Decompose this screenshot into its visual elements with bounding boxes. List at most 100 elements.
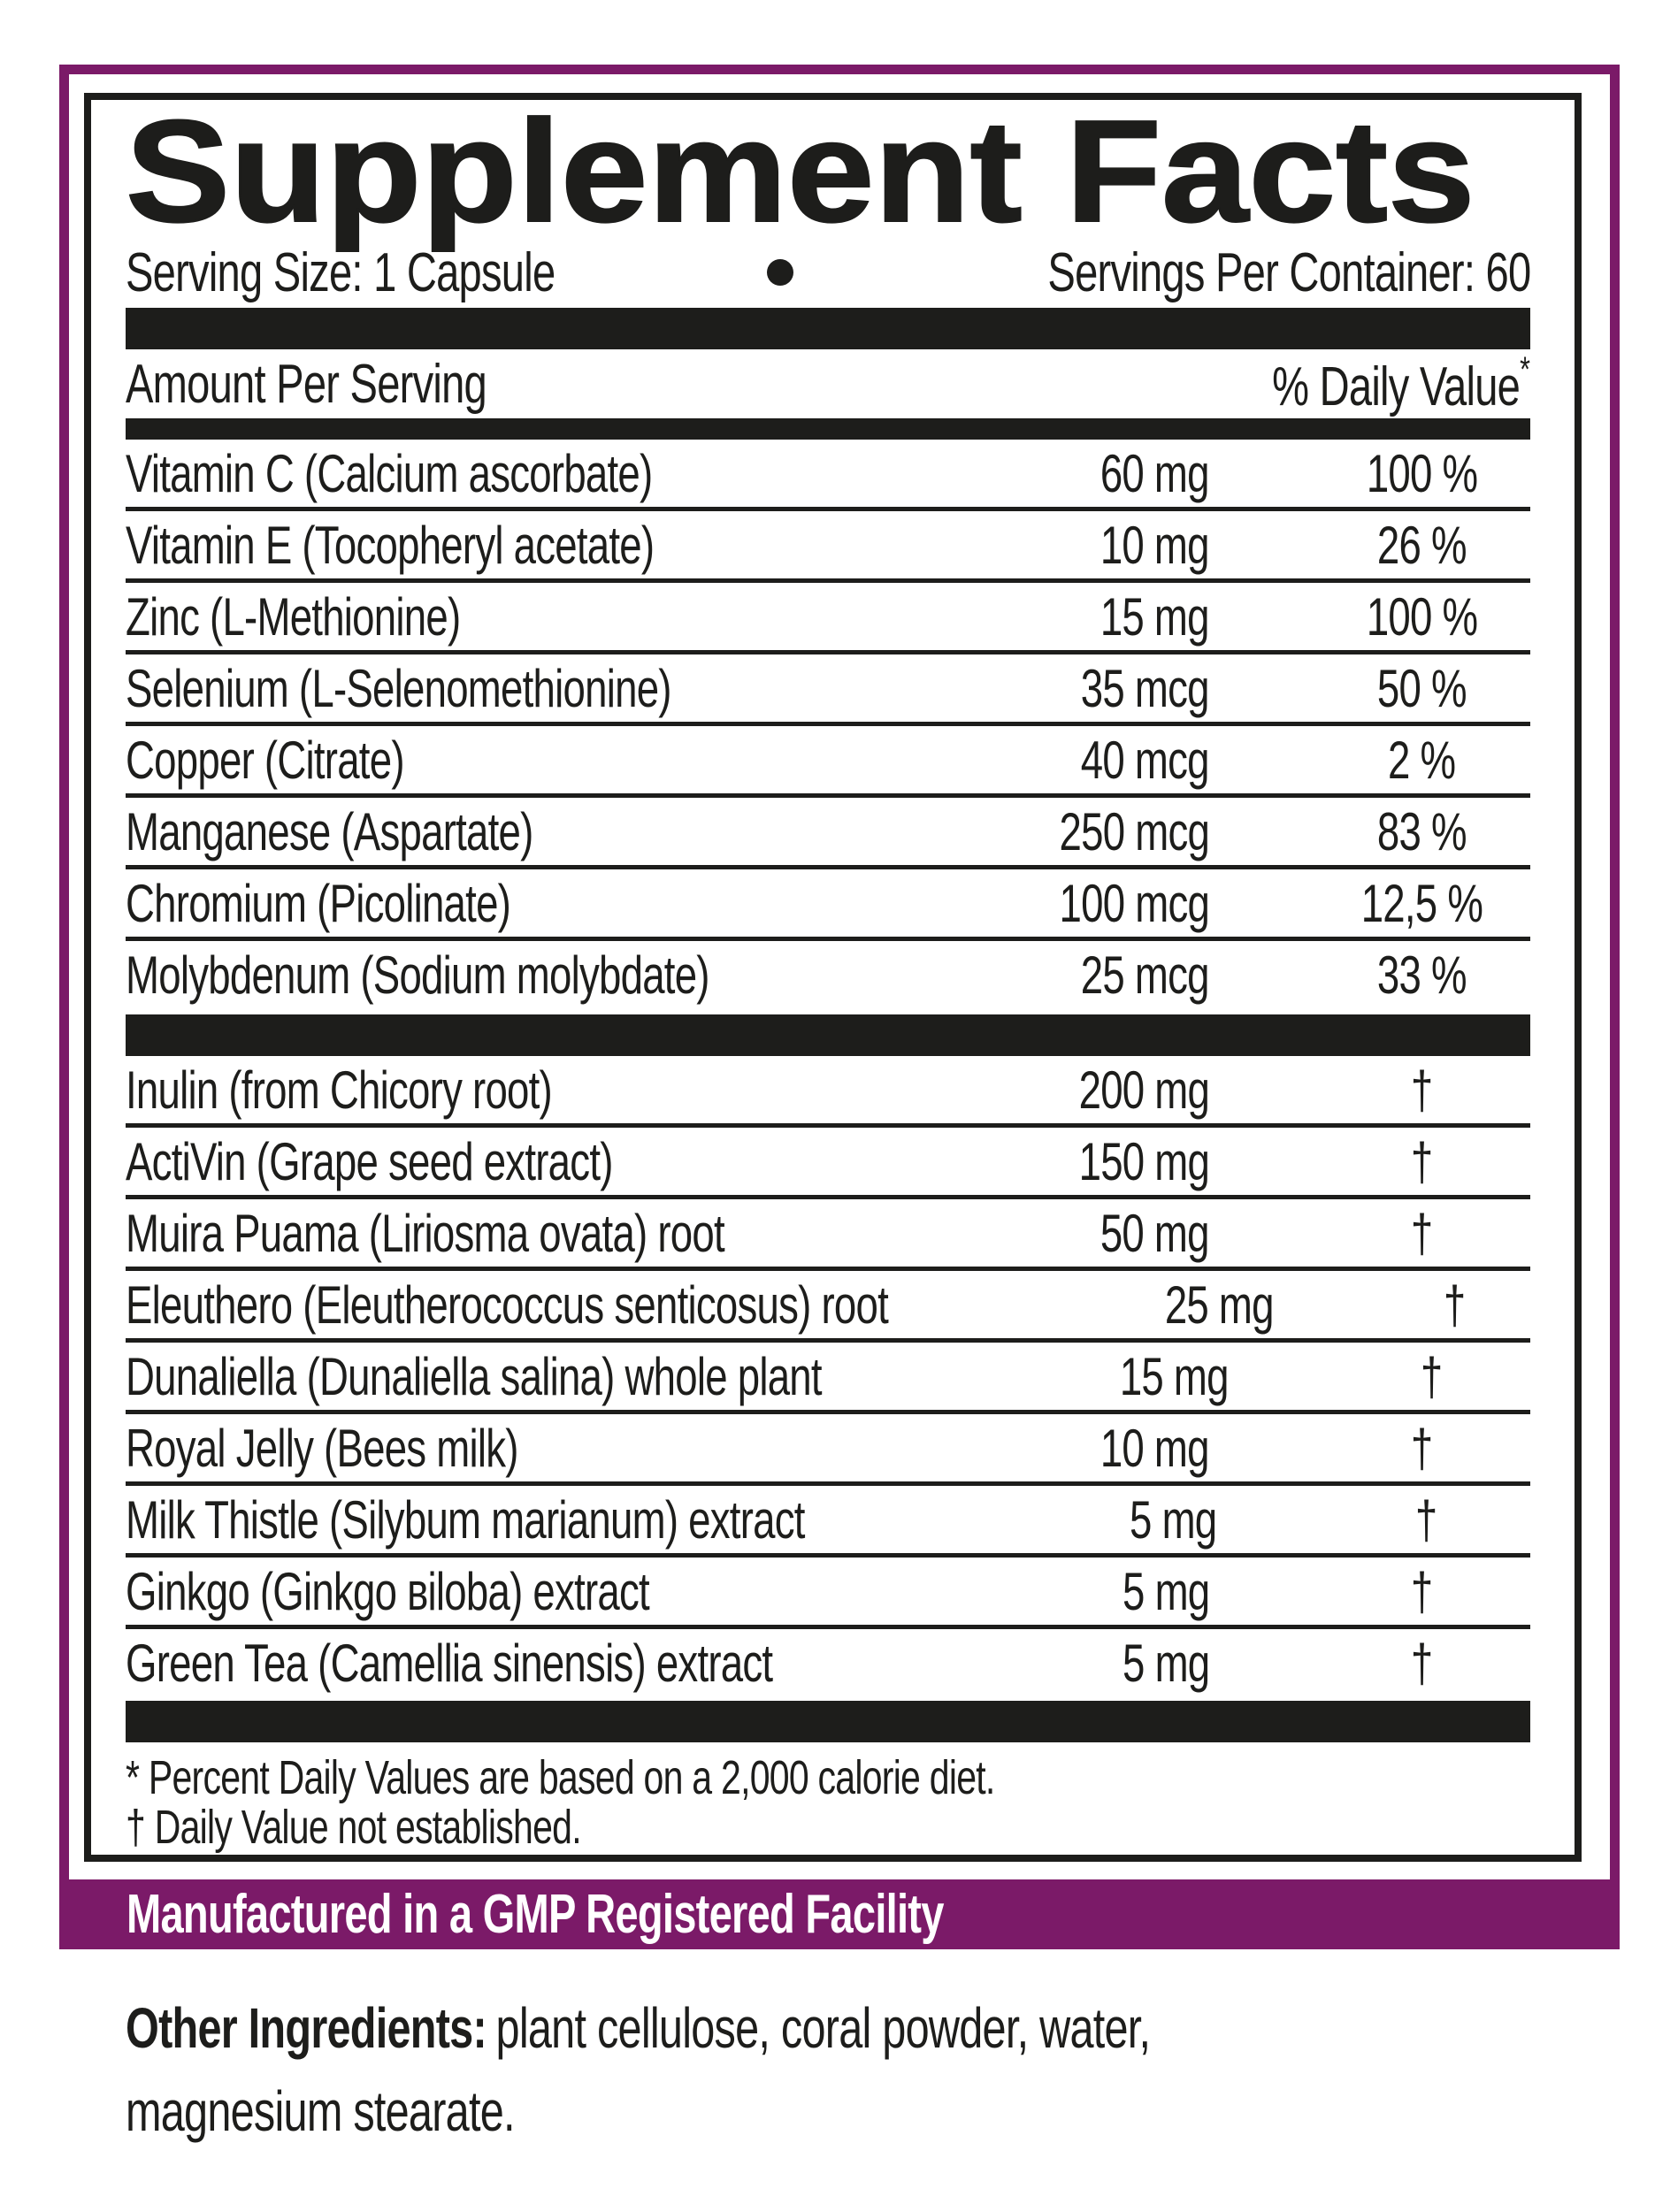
thin-divider-bar-header xyxy=(126,418,1530,440)
ingredient-dv-cell: 26 % xyxy=(1314,515,1530,576)
ingredient-daily-value: 12,5 % xyxy=(1360,873,1483,933)
serving-info-row: Serving Size: 1 Capsule Servings Per Con… xyxy=(126,241,1531,303)
table-row: Selenium (L-Selenomethionine) 35 mcg 50 … xyxy=(126,654,1530,726)
dagger-symbol: † xyxy=(1443,1274,1466,1335)
table-row: Milk Thistle (Silybum marianum) extract … xyxy=(126,1486,1530,1558)
ingredient-amount-cell: 50 mg xyxy=(1004,1203,1314,1264)
ingredient-name: Vitamin C (Calcium ascorbate) xyxy=(126,443,653,503)
table-row: Eleuthero (Eleutherococcus senticosus) r… xyxy=(126,1271,1530,1343)
ingredient-daily-value: 50 % xyxy=(1377,658,1467,718)
ingredient-amount-cell: 40 mcg xyxy=(1004,730,1314,791)
ingredient-name: ActiVin (Grape seed extract) xyxy=(126,1131,613,1191)
ingredient-name: Selenium (L-Selenomethionine) xyxy=(126,658,671,718)
ingredient-daily-value: 83 % xyxy=(1377,801,1467,861)
ingredient-name-cell: Eleuthero (Eleutherococcus senticosus) r… xyxy=(126,1274,1129,1336)
table-row: ActiVin (Grape seed extract) 150 mg † xyxy=(126,1128,1530,1199)
ingredient-amount: 50 mg xyxy=(1100,1203,1210,1263)
ingredient-dv-cell: † xyxy=(1314,1131,1530,1192)
ingredient-amount: 150 mg xyxy=(1078,1131,1209,1191)
dagger-symbol: † xyxy=(1421,1346,1443,1406)
ingredient-name: Copper (Citrate) xyxy=(126,730,405,790)
ingredient-dv-cell: † xyxy=(1322,1489,1530,1550)
ingredient-daily-value: 100 % xyxy=(1366,443,1478,503)
ingredient-amount-cell: 100 mcg xyxy=(1004,873,1314,934)
ingredient-amount-cell: 200 mg xyxy=(1004,1060,1314,1121)
ingredient-name-cell: Copper (Citrate) xyxy=(126,730,1004,791)
ingredient-name-cell: Dunaliella (Dunaliella salina) whole pla… xyxy=(126,1346,1041,1407)
ingredient-dv-cell: † xyxy=(1314,1060,1530,1121)
ingredient-name-cell: Vitamin C (Calcium ascorbate) xyxy=(126,443,1004,504)
other-ingredients-line1: Other Ingredients: plant cellulose, coral… xyxy=(126,1986,1152,2070)
ingredient-daily-value: 2 % xyxy=(1388,730,1456,790)
ingredient-dv-cell: 83 % xyxy=(1314,801,1530,862)
other-ingredients-text: plant cellulose, coral powder, water, xyxy=(495,1996,1152,2060)
table-row: Muira Puama (Liriosma ovata) root 50 mg … xyxy=(126,1199,1530,1271)
ingredient-name: Molybdenum (Sodium molybdate) xyxy=(126,945,709,1005)
ingredient-amount: 5 mg xyxy=(1122,1633,1210,1693)
table-row: Green Tea (Camellia sinensis) extract 5 … xyxy=(126,1629,1530,1696)
dagger-symbol: † xyxy=(1411,1131,1433,1191)
ingredient-name: Ginkgo (Ginkgo вiloba) extract xyxy=(126,1561,650,1621)
ingredient-amount: 25 mcg xyxy=(1081,945,1210,1005)
ingredient-amount-cell: 10 mg xyxy=(1004,515,1314,576)
ingredient-amount-cell: 5 mg xyxy=(1004,1561,1314,1622)
other-ingredients-block: Other Ingredients: plant cellulose, coral… xyxy=(126,1986,1585,2153)
ingredient-daily-value: 33 % xyxy=(1377,945,1467,1005)
ingredient-name-cell: Green Tea (Camellia sinensis) extract xyxy=(126,1633,1004,1694)
ingredient-amount: 40 mcg xyxy=(1081,730,1210,790)
daily-value-header: % Daily Value* xyxy=(1272,350,1530,418)
servings-per-container-label: Servings Per Container: 60 xyxy=(1047,241,1531,303)
dagger-symbol: † xyxy=(1411,1203,1433,1263)
ingredient-dv-cell: † xyxy=(1333,1346,1530,1407)
bullet-separator-icon xyxy=(767,259,793,286)
ingredient-name: Vitamin E (Tocopheryl acetate) xyxy=(126,515,655,575)
footnotes: * Percent Daily Values are based on a 2,… xyxy=(126,1753,1530,1852)
ingredient-amount-cell: 60 mg xyxy=(1004,443,1314,504)
ingredient-amount-cell: 5 mg xyxy=(1004,1633,1314,1694)
table-header-row: Amount Per Serving % Daily Value* xyxy=(126,349,1530,418)
ingredient-amount-cell: 250 mcg xyxy=(1004,801,1314,862)
dagger-symbol: † xyxy=(1414,1489,1437,1550)
table-row: Vitamin C (Calcium ascorbate) 60 mg 100 … xyxy=(126,440,1530,511)
thick-divider-bar-bottom xyxy=(126,1701,1530,1742)
ingredient-amount: 15 mg xyxy=(1119,1346,1230,1406)
gmp-banner: Manufactured in a GMP Registered Facilit… xyxy=(59,1879,1620,1949)
ingredient-amount: 60 mg xyxy=(1100,443,1210,503)
ingredient-amount-cell: 15 mg xyxy=(1004,586,1314,647)
daily-value-asterisk: * xyxy=(1520,349,1530,389)
ingredient-dv-cell: † xyxy=(1314,1203,1530,1264)
ingredient-daily-value: 26 % xyxy=(1377,515,1467,575)
ingredient-name-cell: Manganese (Aspartate) xyxy=(126,801,1004,862)
table-row: Royal Jelly (Bees milk) 10 mg † xyxy=(126,1414,1530,1486)
ingredient-name: Dunaliella (Dunaliella salina) whole pla… xyxy=(126,1346,823,1406)
footnote-daily-value: * Percent Daily Values are based on a 2,… xyxy=(126,1751,995,1804)
ingredient-name: Inulin (from Chicory root) xyxy=(126,1060,553,1120)
ingredient-dv-cell: † xyxy=(1314,1633,1530,1694)
ingredient-dv-cell: 33 % xyxy=(1314,945,1530,1006)
ingredient-name: Manganese (Aspartate) xyxy=(126,801,533,861)
ingredient-amount: 5 mg xyxy=(1122,1561,1210,1621)
footnote-not-established: † Daily Value not established. xyxy=(126,1801,582,1854)
ingredient-amount: 250 mcg xyxy=(1059,801,1209,861)
ingredient-amount: 100 mcg xyxy=(1059,873,1209,933)
table-row: Dunaliella (Dunaliella salina) whole pla… xyxy=(126,1343,1530,1414)
ingredient-dv-cell: † xyxy=(1314,1418,1530,1479)
table-row: Zinc (L-Methionine) 15 mg 100 % xyxy=(126,583,1530,654)
ingredient-amount: 5 mg xyxy=(1130,1489,1217,1550)
vitamins-minerals-section: Vitamin C (Calcium ascorbate) 60 mg 100 … xyxy=(126,440,1530,1008)
ingredient-amount: 25 mg xyxy=(1164,1274,1275,1335)
ingredient-dv-cell: 100 % xyxy=(1314,586,1530,647)
table-row: Molybdenum (Sodium molybdate) 25 mcg 33 … xyxy=(126,941,1530,1008)
ingredient-dv-cell: 12,5 % xyxy=(1314,873,1530,934)
ingredient-amount-cell: 25 mcg xyxy=(1004,945,1314,1006)
ingredient-name: Green Tea (Camellia sinensis) extract xyxy=(126,1633,773,1693)
ingredient-name-cell: Muira Puama (Liriosma ovata) root xyxy=(126,1203,1004,1264)
amount-per-serving-header: Amount Per Serving xyxy=(126,353,487,415)
ingredient-name: Milk Thistle (Silybum marianum) extract xyxy=(126,1489,805,1550)
table-row: Inulin (from Chicory root) 200 mg † xyxy=(126,1056,1530,1128)
ingredient-name: Muira Puama (Liriosma ovata) root xyxy=(126,1203,725,1263)
ingredient-amount: 10 mg xyxy=(1100,515,1210,575)
ingredient-amount: 35 mcg xyxy=(1081,658,1210,718)
ingredient-name-cell: Milk Thistle (Silybum marianum) extract xyxy=(126,1489,1019,1550)
